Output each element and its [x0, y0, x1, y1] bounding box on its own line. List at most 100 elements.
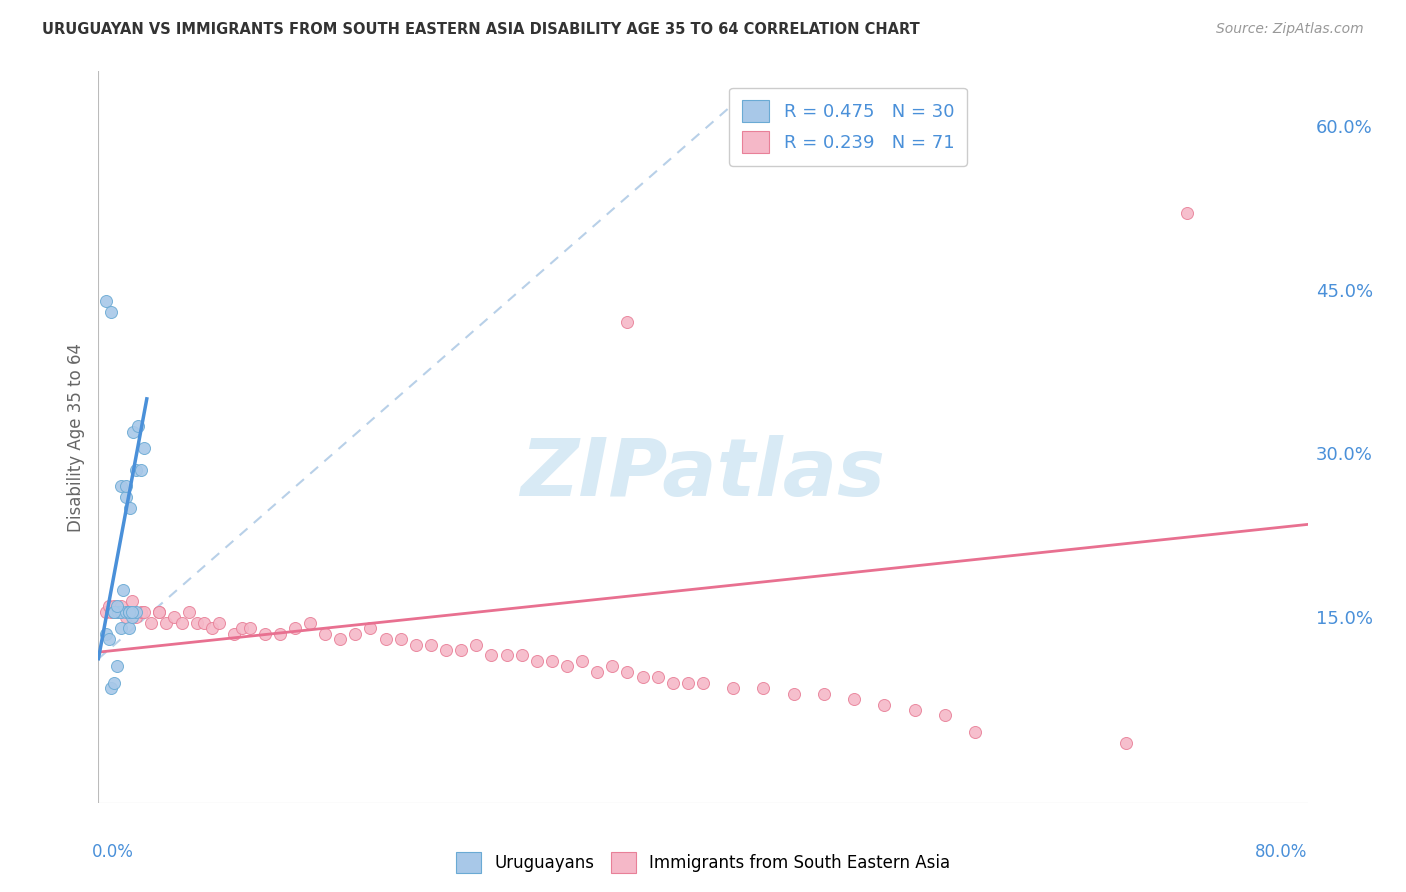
Point — [465, 638, 488, 652]
Text: ZIPatlas: ZIPatlas — [520, 434, 886, 513]
Point — [110, 599, 132, 614]
Point — [94, 605, 117, 619]
Point — [481, 648, 503, 663]
Point — [118, 605, 141, 619]
Point — [269, 626, 291, 640]
Point — [103, 605, 125, 619]
Legend: R = 0.475   N = 30, R = 0.239   N = 71: R = 0.475 N = 30, R = 0.239 N = 71 — [730, 87, 967, 166]
Point — [105, 599, 128, 614]
Point — [110, 621, 132, 635]
Point — [344, 626, 367, 640]
Point — [110, 605, 132, 619]
Point — [121, 610, 143, 624]
Point — [98, 599, 121, 614]
Point — [193, 615, 215, 630]
Point — [1115, 736, 1137, 750]
Point — [125, 610, 148, 624]
Point — [120, 501, 142, 516]
Point — [389, 632, 412, 646]
Point — [114, 605, 136, 619]
Point — [904, 703, 927, 717]
Text: 0.0%: 0.0% — [91, 843, 134, 861]
Point — [118, 605, 141, 619]
Point — [118, 605, 141, 619]
Point — [110, 479, 132, 493]
Legend: Uruguayans, Immigrants from South Eastern Asia: Uruguayans, Immigrants from South Easter… — [449, 846, 957, 880]
Point — [114, 610, 136, 624]
Point — [125, 605, 148, 619]
Point — [208, 615, 231, 630]
Point — [450, 643, 472, 657]
Point — [170, 615, 193, 630]
Point — [100, 304, 122, 318]
Point — [253, 626, 276, 640]
Point — [647, 670, 669, 684]
Point — [434, 643, 457, 657]
Point — [374, 632, 396, 646]
Point — [114, 490, 136, 504]
Point — [314, 626, 336, 640]
Point — [602, 659, 624, 673]
Point — [571, 654, 593, 668]
Point — [132, 441, 155, 455]
Point — [127, 419, 149, 434]
Point — [132, 605, 155, 619]
Point — [94, 626, 117, 640]
Point — [540, 654, 562, 668]
Point — [107, 605, 129, 619]
Point — [186, 615, 208, 630]
Point — [510, 648, 533, 663]
Point — [783, 687, 806, 701]
Point — [141, 615, 163, 630]
Point — [1175, 206, 1198, 220]
Point — [122, 425, 145, 439]
Point — [148, 605, 170, 619]
Point — [616, 315, 638, 329]
Point — [118, 621, 141, 635]
Point — [125, 463, 148, 477]
Point — [103, 605, 125, 619]
Point — [100, 605, 122, 619]
Point — [239, 621, 262, 635]
Point — [934, 708, 956, 723]
Point — [224, 626, 246, 640]
Point — [965, 724, 987, 739]
Point — [103, 599, 125, 614]
Point — [555, 659, 578, 673]
Point — [586, 665, 609, 679]
Point — [299, 615, 322, 630]
Point — [752, 681, 775, 695]
Point — [103, 675, 125, 690]
Point — [129, 463, 152, 477]
Point — [526, 654, 548, 668]
Point — [329, 632, 352, 646]
Point — [103, 605, 125, 619]
Point — [616, 665, 638, 679]
Point — [163, 610, 186, 624]
Text: Source: ZipAtlas.com: Source: ZipAtlas.com — [1216, 22, 1364, 37]
Point — [844, 692, 866, 706]
Point — [661, 675, 683, 690]
Text: URUGUAYAN VS IMMIGRANTS FROM SOUTH EASTERN ASIA DISABILITY AGE 35 TO 64 CORRELAT: URUGUAYAN VS IMMIGRANTS FROM SOUTH EASTE… — [42, 22, 920, 37]
Point — [873, 698, 896, 712]
Point — [98, 632, 121, 646]
Point — [155, 615, 177, 630]
Point — [495, 648, 517, 663]
Point — [723, 681, 745, 695]
Point — [231, 621, 253, 635]
Point — [201, 621, 224, 635]
Point — [148, 605, 170, 619]
Point — [405, 638, 427, 652]
Point — [420, 638, 443, 652]
Point — [105, 659, 128, 673]
Point — [121, 605, 143, 619]
Point — [94, 293, 117, 308]
Point — [692, 675, 714, 690]
Point — [676, 675, 699, 690]
Point — [179, 605, 201, 619]
Point — [631, 670, 654, 684]
Point — [105, 605, 128, 619]
Point — [111, 582, 134, 597]
Y-axis label: Disability Age 35 to 64: Disability Age 35 to 64 — [66, 343, 84, 532]
Point — [110, 605, 132, 619]
